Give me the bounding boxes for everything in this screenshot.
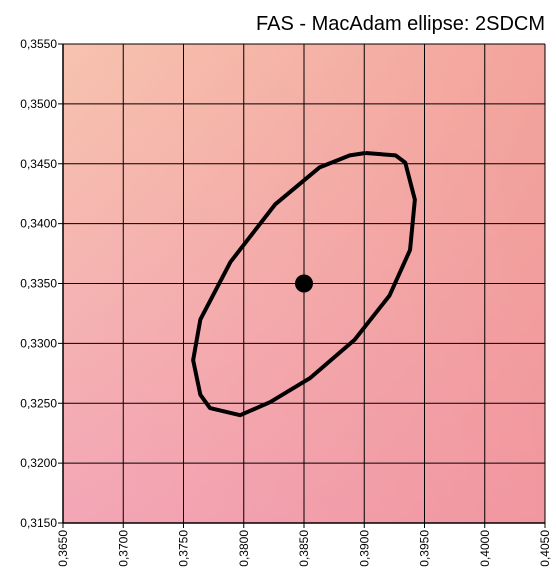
y-tick-label: 0,3400	[20, 217, 57, 231]
center-point	[295, 274, 313, 293]
x-tick-label: 0,4050	[538, 530, 552, 567]
y-tick-label: 0,3550	[20, 37, 57, 51]
y-tick-label: 0,3200	[20, 456, 57, 470]
x-tick-label: 0,3700	[116, 530, 130, 567]
y-tick-label: 0,3350	[20, 277, 57, 291]
x-tick-label: 0,3650	[56, 530, 70, 567]
x-tick-label: 0,3850	[297, 530, 311, 567]
y-tick-label: 0,3300	[20, 336, 57, 350]
x-tick-label: 0,3950	[418, 530, 432, 567]
x-tick-label: 0,3750	[177, 530, 191, 567]
y-tick-label: 0,3150	[20, 516, 57, 530]
y-tick-label: 0,3250	[20, 396, 57, 410]
x-tick-label: 0,4000	[478, 530, 492, 567]
y-tick-label: 0,3450	[20, 157, 57, 171]
y-tick-label: 0,3500	[20, 97, 57, 111]
ellipse	[191, 150, 417, 418]
x-tick-label: 0,3800	[237, 530, 251, 567]
chart-title: FAS - MacAdam ellipse: 2SDCM	[256, 13, 545, 35]
x-tick-label: 0,3900	[357, 530, 371, 567]
